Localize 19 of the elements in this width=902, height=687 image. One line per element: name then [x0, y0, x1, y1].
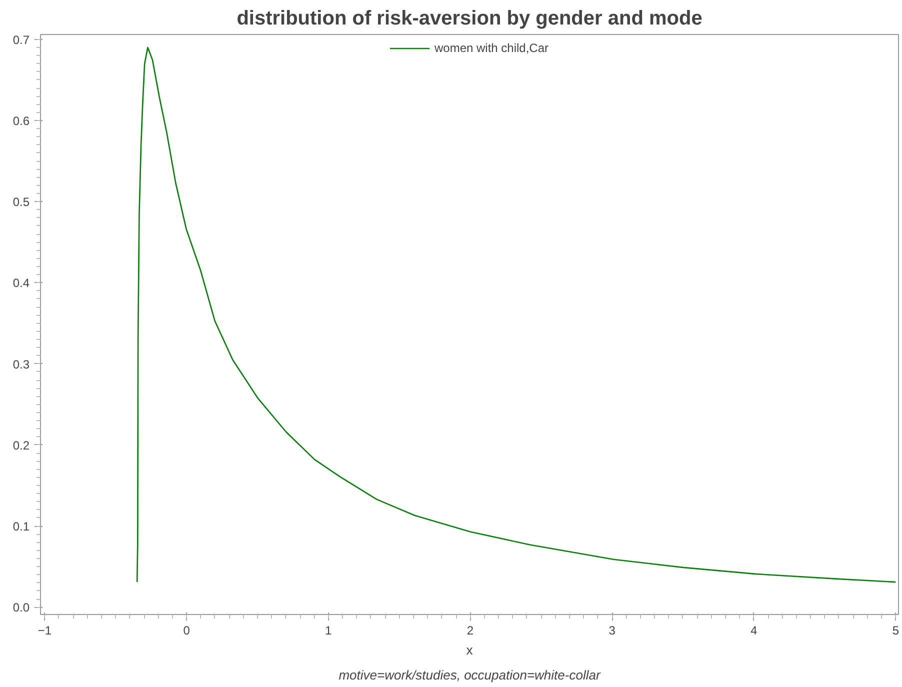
x-tick-label: 4: [750, 624, 758, 638]
x-tick-label: 3: [608, 624, 616, 638]
y-tick-label: 0.6: [12, 114, 30, 128]
y-tick-label: 0.1: [12, 520, 30, 534]
x-axis-title: x: [466, 642, 474, 658]
x-tick-label: 1: [325, 624, 332, 638]
text: motive=work/studies, occupation=white-collar: [338, 668, 601, 682]
x-tick-label: 5: [892, 624, 900, 638]
y-tick-label: 0.3: [12, 357, 30, 372]
y-tick-label: 0.4: [12, 276, 30, 290]
x-tick-label: −1: [38, 624, 52, 638]
y-tick-label: 0.0: [12, 600, 30, 615]
y-tick-label: 0.7: [12, 32, 30, 47]
y-tick-label: 0.5: [12, 195, 30, 210]
x-tick-label: 0: [183, 624, 190, 638]
x-tick-label: 2: [466, 624, 474, 638]
legend-label: women with child,Car: [434, 41, 549, 55]
y-tick-label: 0.2: [12, 438, 30, 452]
chart-title: distribution of risk-aversion by gender and mode: [236, 8, 702, 30]
